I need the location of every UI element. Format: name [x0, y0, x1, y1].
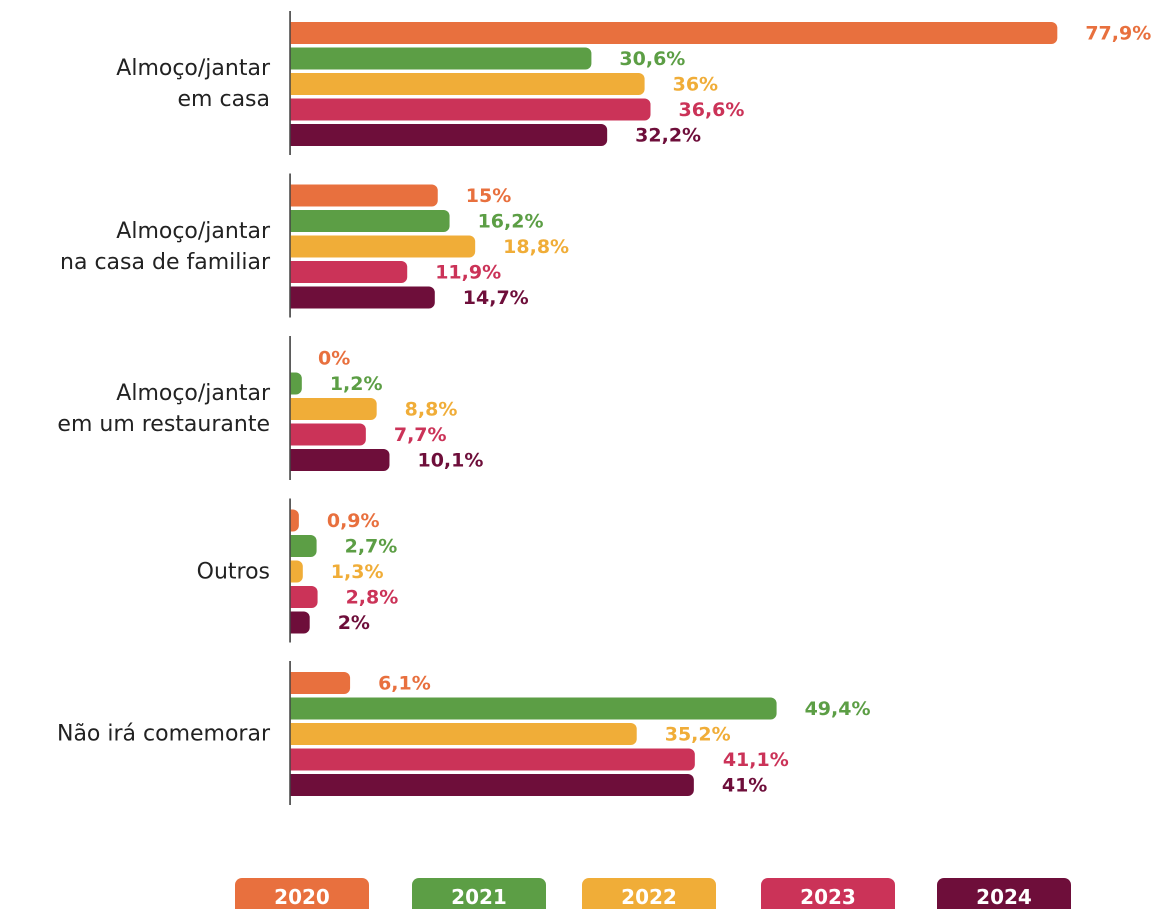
legend-item: 2023 — [761, 878, 895, 909]
bar — [284, 535, 317, 557]
bar — [284, 423, 366, 446]
bar — [284, 723, 637, 745]
bar — [284, 124, 608, 146]
bar — [284, 98, 651, 121]
value-label: 0,9% — [327, 510, 380, 532]
category-label: Almoço/jantar em um restaurante — [57, 381, 270, 437]
bar — [284, 210, 450, 232]
value-label: 36% — [673, 74, 718, 96]
value-label: 2,8% — [346, 587, 399, 609]
category-label: Almoço/jantar na casa de familiar — [60, 218, 270, 275]
legend-item: 2020 — [235, 878, 369, 909]
value-label: 32,2% — [635, 125, 701, 147]
legend-item: 2024 — [937, 878, 1071, 909]
bar — [284, 184, 438, 207]
bar — [284, 449, 390, 471]
bar — [284, 697, 777, 720]
value-label: 49,4% — [805, 698, 871, 720]
value-label: 16,2% — [478, 211, 544, 233]
bar — [284, 235, 476, 258]
bar — [284, 586, 318, 608]
category-label: Não irá comemorar — [56, 721, 270, 747]
bar — [284, 22, 1058, 44]
value-label: 77,9% — [1085, 23, 1151, 45]
value-label: 35,2% — [665, 724, 731, 746]
value-label: 14,7% — [463, 287, 529, 309]
value-label: 10,1% — [417, 450, 483, 472]
category-label: Outros — [196, 559, 270, 584]
legend-item: 2021 — [412, 878, 546, 909]
bar — [284, 748, 695, 771]
value-label: 1,2% — [330, 373, 383, 395]
axis-cover — [0, 0, 290, 860]
bar — [284, 398, 377, 420]
value-label: 41,1% — [723, 749, 789, 771]
bar — [284, 73, 645, 95]
value-label: 18,8% — [503, 236, 569, 258]
bar — [284, 47, 592, 70]
value-label: 1,3% — [331, 561, 384, 583]
value-label: 11,9% — [435, 262, 501, 284]
value-label: 41% — [722, 775, 767, 797]
value-label: 0% — [318, 348, 350, 370]
value-label: 8,8% — [405, 399, 458, 421]
value-label: 2,7% — [345, 536, 398, 558]
legend-item: 2022 — [582, 878, 716, 909]
bar — [284, 261, 408, 283]
value-label: 7,7% — [394, 424, 447, 446]
value-label: 15% — [466, 185, 511, 207]
bar — [284, 774, 694, 796]
value-label: 36,6% — [679, 99, 745, 121]
value-label: 30,6% — [619, 48, 685, 70]
value-label: 2% — [338, 612, 370, 634]
bar — [284, 672, 351, 694]
category-label: Almoço/jantar em casa — [116, 56, 270, 112]
value-label: 6,1% — [378, 673, 431, 695]
bar — [284, 286, 435, 309]
